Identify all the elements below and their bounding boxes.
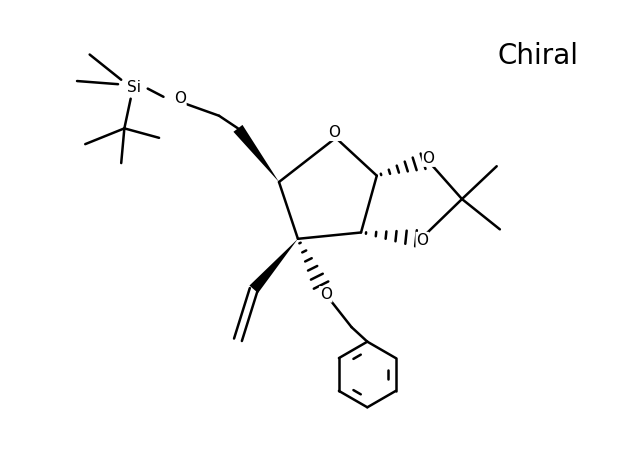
Text: O: O — [328, 125, 340, 140]
Polygon shape — [250, 239, 298, 293]
Text: Si: Si — [127, 80, 141, 95]
Text: O: O — [422, 151, 435, 166]
Polygon shape — [234, 125, 279, 182]
Text: Chiral: Chiral — [497, 43, 578, 71]
Text: O: O — [416, 232, 428, 248]
Text: O: O — [319, 287, 332, 302]
Text: O: O — [174, 91, 186, 106]
